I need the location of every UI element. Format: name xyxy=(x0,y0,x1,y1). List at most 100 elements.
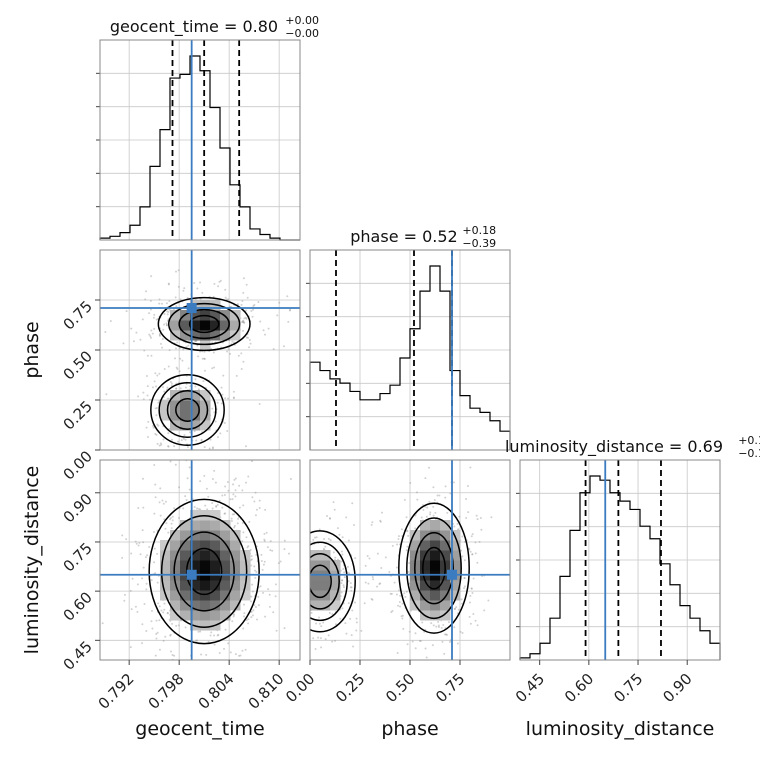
sample-point xyxy=(155,632,158,635)
sample-point xyxy=(424,477,427,480)
sample-point xyxy=(476,624,479,627)
sample-point xyxy=(167,365,170,368)
histogram-geocent_time xyxy=(99,55,300,241)
density-cell xyxy=(160,580,171,591)
sample-point xyxy=(429,511,432,514)
sample-point xyxy=(151,332,154,335)
sample-point xyxy=(480,528,483,531)
sample-point xyxy=(141,623,144,626)
sample-point xyxy=(354,601,357,604)
sample-point xyxy=(166,397,169,400)
title-subscript: −0.00 xyxy=(285,27,319,40)
sample-point xyxy=(151,627,154,630)
sample-point xyxy=(188,466,191,469)
sample-point xyxy=(155,637,158,640)
sample-point xyxy=(155,414,158,417)
sample-point xyxy=(212,351,215,354)
sample-point xyxy=(327,537,330,540)
sample-point xyxy=(142,398,145,401)
sample-point xyxy=(239,654,242,657)
sample-point xyxy=(303,529,305,531)
sample-point xyxy=(148,545,151,548)
sample-point xyxy=(331,640,334,643)
sample-point xyxy=(93,562,95,564)
density-cell xyxy=(220,530,231,541)
sample-point xyxy=(469,550,472,553)
density-cell xyxy=(230,320,241,331)
sample-point xyxy=(154,372,157,375)
sample-point xyxy=(241,489,244,492)
sample-point xyxy=(334,556,337,559)
histogram-phase xyxy=(309,265,511,450)
sample-point xyxy=(349,586,352,589)
sample-point xyxy=(213,665,215,667)
sample-point xyxy=(401,614,404,617)
sample-point xyxy=(150,329,153,332)
density-cell xyxy=(210,560,221,571)
sample-point xyxy=(160,443,163,446)
sample-point xyxy=(320,646,323,649)
sample-point xyxy=(280,608,282,610)
sample-point xyxy=(211,507,214,510)
sample-point xyxy=(243,317,246,320)
title-subscript: −0.39 xyxy=(462,237,496,250)
x-axis-label-luminosity_distance: luminosity_distance xyxy=(526,718,715,740)
sample-point xyxy=(224,296,227,299)
density-cell xyxy=(210,540,221,551)
sample-point xyxy=(136,610,139,613)
contour-line xyxy=(188,314,220,334)
sample-point xyxy=(214,420,217,423)
sample-point xyxy=(252,609,255,612)
sample-point xyxy=(257,300,260,303)
sample-point xyxy=(442,624,445,627)
sample-point xyxy=(401,617,404,620)
sample-point xyxy=(181,359,184,362)
y-tick-label: 0.00 xyxy=(60,447,96,483)
sample-point xyxy=(200,653,203,656)
sample-point xyxy=(240,367,243,370)
density-cell xyxy=(320,600,331,611)
density-cell xyxy=(200,300,211,311)
sample-point xyxy=(146,354,149,357)
density-cell xyxy=(210,330,221,341)
sample-point xyxy=(196,287,199,290)
sample-point xyxy=(226,481,229,484)
sample-point xyxy=(175,270,178,273)
sample-point xyxy=(318,622,321,625)
density-cell xyxy=(190,400,201,411)
sample-point xyxy=(304,584,306,586)
sample-point xyxy=(250,616,253,619)
title-subscript: −0.10 xyxy=(738,447,760,460)
sample-point xyxy=(202,380,205,383)
sample-point xyxy=(137,395,140,398)
density-cell xyxy=(450,550,461,561)
sample-point xyxy=(232,390,235,393)
sample-point xyxy=(158,334,161,337)
sample-point xyxy=(302,604,304,606)
y-axis-label-luminosity_distance: luminosity_distance xyxy=(21,466,43,655)
sample-point xyxy=(244,648,247,651)
density-cell xyxy=(230,310,241,321)
sample-point xyxy=(150,579,153,582)
density-cell xyxy=(190,550,201,561)
sample-point xyxy=(363,602,366,605)
sample-point xyxy=(203,446,206,449)
sample-point xyxy=(142,541,145,544)
density-cell xyxy=(200,520,211,531)
sample-point xyxy=(143,602,146,605)
sample-point xyxy=(227,348,230,351)
sample-point xyxy=(242,329,245,332)
sample-point xyxy=(171,519,174,522)
sample-point xyxy=(272,348,275,351)
sample-point xyxy=(142,391,145,394)
sample-point xyxy=(217,633,220,636)
sample-point xyxy=(340,582,343,585)
sample-point xyxy=(268,593,271,596)
sample-point xyxy=(301,619,303,621)
sample-point xyxy=(456,642,459,645)
sample-point xyxy=(398,600,401,603)
sample-point xyxy=(453,626,456,629)
density-cell xyxy=(220,600,231,611)
sample-point xyxy=(367,582,370,585)
density-cell xyxy=(430,610,441,621)
